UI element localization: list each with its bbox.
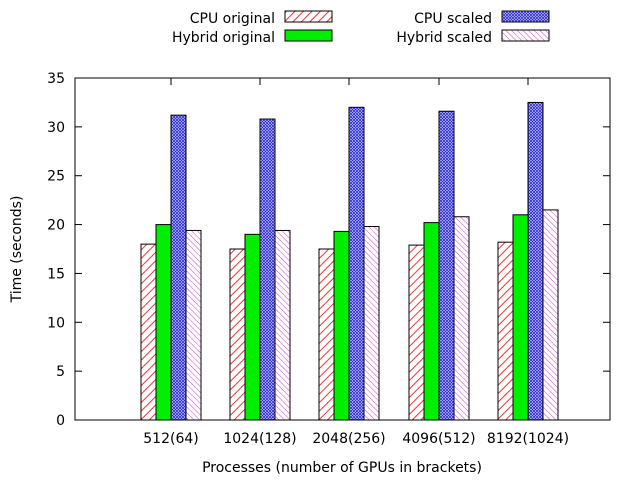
bar-hybrid-scaled: [185, 229, 202, 421]
bars-group: [140, 101, 559, 421]
x-axis-label: Processes (number of GPUs in brackets): [202, 460, 482, 476]
bar-hybrid-original: [333, 230, 350, 421]
y-axis: 0 5 10 15 20 25 30 35: [47, 71, 610, 429]
bar-cpu-scaled: [348, 106, 365, 421]
bar-hybrid-scaled: [453, 216, 470, 421]
legend-swatch-cpu-scaled: [501, 10, 550, 23]
bar-cpu-original: [318, 248, 335, 421]
x-tick-label: 2048(256): [312, 431, 385, 447]
bar-cpu-scaled: [527, 101, 544, 421]
bar-cpu-original: [497, 241, 514, 421]
x-tick-label: 4096(512): [402, 431, 475, 447]
x-tick-label: 8192(1024): [487, 431, 569, 447]
legend-label-hybrid-scaled: Hybrid scaled: [396, 30, 492, 46]
y-tick-label: 20: [47, 218, 65, 234]
plot-frame: [74, 77, 611, 421]
y-tick-label: 25: [47, 169, 65, 185]
y-tick-label: 10: [47, 315, 65, 331]
bar-hybrid-original: [155, 224, 172, 421]
bar-cpu-original: [140, 243, 157, 421]
legend: CPU original Hybrid original CPU scaled …: [172, 10, 550, 46]
legend-label-cpu-scaled: CPU scaled: [414, 11, 492, 27]
legend-swatch-cpu-original: [284, 10, 333, 23]
bar-cpu-scaled: [438, 110, 455, 421]
y-tick-label: 15: [47, 266, 65, 282]
bar-hybrid-scaled: [274, 229, 291, 421]
y-axis-label: Time (seconds): [9, 196, 25, 304]
x-tick-label: 512(64): [143, 431, 198, 447]
x-tick-label: 1024(128): [223, 431, 296, 447]
bar-hybrid-original: [244, 233, 261, 421]
y-tick-label: 30: [47, 120, 65, 136]
legend-swatch-hybrid-scaled: [501, 29, 550, 42]
legend-label-hybrid-original: Hybrid original: [172, 30, 275, 46]
bar-cpu-original: [408, 244, 425, 421]
bar-cpu-scaled: [170, 114, 187, 421]
bar-hybrid-original: [512, 214, 529, 421]
y-tick-label: 5: [56, 364, 65, 380]
bar-cpu-scaled: [259, 118, 276, 421]
bar-cpu-original: [229, 248, 246, 421]
bar-hybrid-scaled: [363, 226, 380, 421]
bar-hybrid-original: [423, 222, 440, 421]
legend-label-cpu-original: CPU original: [190, 11, 275, 27]
legend-swatch-hybrid-original: [284, 29, 333, 42]
x-axis: 512(64) 1024(128) 2048(256) 4096(512) 8192(1…: [143, 78, 569, 447]
y-tick-label: 35: [47, 71, 65, 87]
bar-hybrid-scaled: [542, 209, 559, 421]
y-tick-label: 0: [56, 413, 65, 429]
